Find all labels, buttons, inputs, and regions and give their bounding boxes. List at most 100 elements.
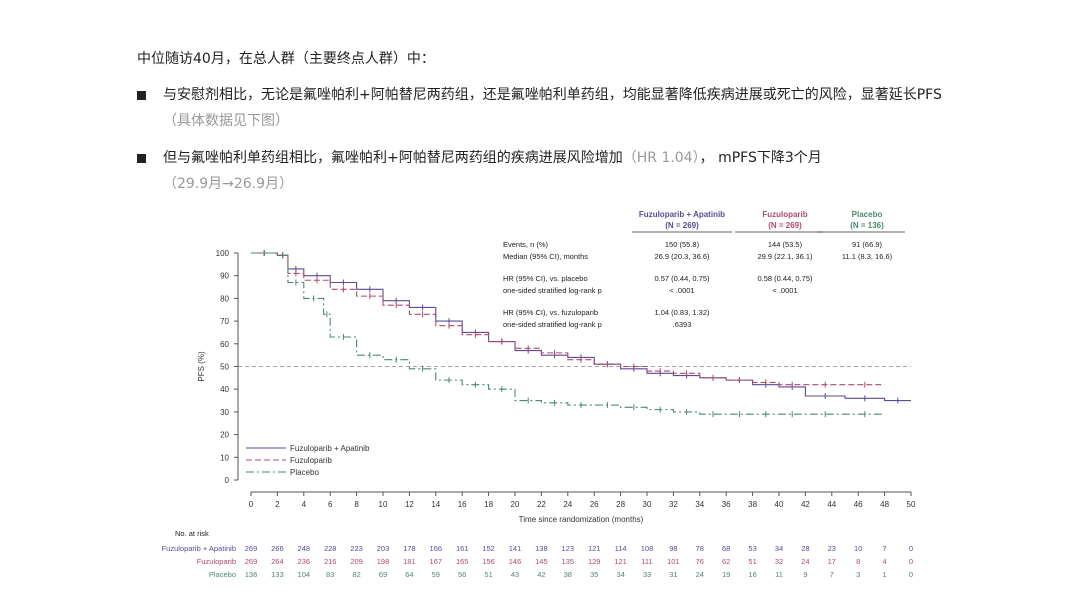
x-tick-label: 32: [669, 500, 678, 509]
table-row-label: one-sided stratified log-rank p: [503, 320, 602, 329]
at-risk-value: 31: [669, 570, 677, 579]
y-tick-label: 40: [220, 385, 229, 394]
table-cell: 11.1 (8.3, 16.6): [842, 252, 893, 261]
at-risk-value: 35: [590, 570, 598, 579]
at-risk-value: 32: [775, 557, 783, 566]
x-tick-label: 6: [328, 500, 333, 509]
at-risk-value: 121: [614, 557, 627, 566]
table-cell: 1.04 (0.83, 1.32): [654, 308, 710, 317]
summary-table: Fuzuloparib + Apatinib (N = 269) Fuzulopar…: [503, 210, 905, 329]
at-risk-value: 0: [909, 570, 913, 579]
at-risk-value: 3: [856, 570, 860, 579]
at-risk-value: 165: [456, 557, 469, 566]
at-risk-value: 269: [245, 544, 258, 553]
at-risk-value: 51: [484, 570, 492, 579]
at-risk-title: No. at risk: [175, 529, 209, 538]
y-tick-label: 0: [225, 476, 230, 485]
x-tick-label: 2: [275, 500, 280, 509]
table-cell: 91 (66.9): [852, 240, 883, 249]
bullet-1-note: （具体数据见下图）: [163, 113, 289, 129]
x-tick-label: 44: [827, 500, 836, 509]
x-tick-label: 10: [379, 500, 388, 509]
at-risk-value: 203: [377, 544, 390, 553]
km-curve-fuzuloparib: [251, 252, 885, 386]
table-cell: < .0001: [772, 286, 797, 295]
at-risk-value: 98: [669, 544, 677, 553]
at-risk-value: 146: [509, 557, 522, 566]
x-tick-label: 8: [354, 500, 359, 509]
at-risk-value: 141: [509, 544, 522, 553]
at-risk-value: 7: [830, 570, 834, 579]
at-risk-value: 108: [641, 544, 654, 553]
at-risk-value: 152: [482, 544, 495, 553]
at-risk-value: 198: [377, 557, 390, 566]
square-bullet-icon: [137, 91, 146, 100]
at-risk-value: 133: [271, 570, 284, 579]
x-tick-label: 36: [722, 500, 731, 509]
at-risk-value: 62: [722, 557, 730, 566]
at-risk-value: 24: [696, 570, 704, 579]
at-risk-value: 248: [298, 544, 311, 553]
at-risk-value: 33: [643, 570, 651, 579]
at-risk-value: 236: [298, 557, 311, 566]
at-risk-value: 11: [775, 570, 783, 579]
at-risk-group-label: Fuzuloparib: [197, 557, 236, 566]
table-header-name: Fuzuloparib: [762, 210, 807, 219]
x-axis-label: Time since randomization (months): [519, 515, 644, 524]
at-risk-value: 223: [350, 544, 363, 553]
at-risk-value: 53: [748, 544, 756, 553]
at-risk-group-label: Fuzuloparib + Apatinib: [162, 544, 236, 553]
y-tick-label: 60: [220, 340, 229, 349]
at-risk-value: 83: [326, 570, 334, 579]
intro-text: 中位随访40月，在总人群（主要终点人群）中：: [137, 51, 435, 67]
at-risk-value: 24: [801, 557, 809, 566]
x-tick-label: 40: [775, 500, 784, 509]
at-risk-value: 104: [298, 570, 311, 579]
table-row-label: HR (95% CI), vs. placebo: [503, 274, 588, 283]
x-tick-label: 12: [405, 500, 414, 509]
at-risk-value: 161: [456, 544, 469, 553]
at-risk-value: 121: [588, 544, 601, 553]
x-tick-label: 46: [854, 500, 863, 509]
y-tick-label: 90: [220, 272, 229, 281]
at-risk-group-label: Placebo: [209, 570, 236, 579]
at-risk-value: 82: [352, 570, 360, 579]
x-tick-label: 14: [431, 500, 440, 509]
at-risk-value: 68: [722, 544, 730, 553]
table-cell: 0.57 (0.44, 0.75): [654, 274, 710, 283]
x-tick-label: 18: [484, 500, 493, 509]
x-tick-label: 16: [458, 500, 467, 509]
table-cell: .6393: [673, 320, 692, 329]
x-tick-label: 0: [249, 500, 254, 509]
bullet-2-mpfs-text: ， mPFS下降3个月: [699, 150, 822, 166]
square-bullet-icon: [137, 154, 146, 163]
x-tick-label: 38: [748, 500, 757, 509]
at-risk-value: 266: [271, 544, 284, 553]
at-risk-value: 38: [564, 570, 572, 579]
table-cell: 29.9 (22.1, 36.1): [757, 252, 813, 261]
y-tick-label: 70: [220, 317, 229, 326]
at-risk-value: 138: [535, 544, 548, 553]
at-risk-value: 59: [432, 570, 440, 579]
bullet-2-mpfs-note: （29.9月→26.9月）: [163, 176, 294, 192]
at-risk-value: 34: [775, 544, 783, 553]
legend-label: Placebo: [290, 468, 319, 477]
at-risk-value: 42: [537, 570, 545, 579]
km-curves: [251, 250, 911, 418]
at-risk-value: 156: [482, 557, 495, 566]
table-row-label: Events, n (%): [503, 240, 549, 249]
at-risk-value: 111: [641, 557, 652, 566]
at-risk-value: 4: [883, 557, 887, 566]
at-risk-value: 135: [562, 557, 575, 566]
at-risk-value: 209: [350, 557, 363, 566]
table-cell: 150 (55.8): [665, 240, 700, 249]
bullet-2-text: 但与氟唑帕利单药组相比，氟唑帕利+阿帕替尼两药组的疾病进展风险增加: [163, 150, 623, 166]
x-tick-label: 28: [616, 500, 625, 509]
at-risk-value: 101: [667, 557, 680, 566]
at-risk-value: 264: [271, 557, 284, 566]
table-header-name: Placebo: [852, 210, 883, 219]
table-cell: 26.9 (20.3, 36.6): [654, 252, 710, 261]
km-curve-placebo: [251, 252, 885, 415]
